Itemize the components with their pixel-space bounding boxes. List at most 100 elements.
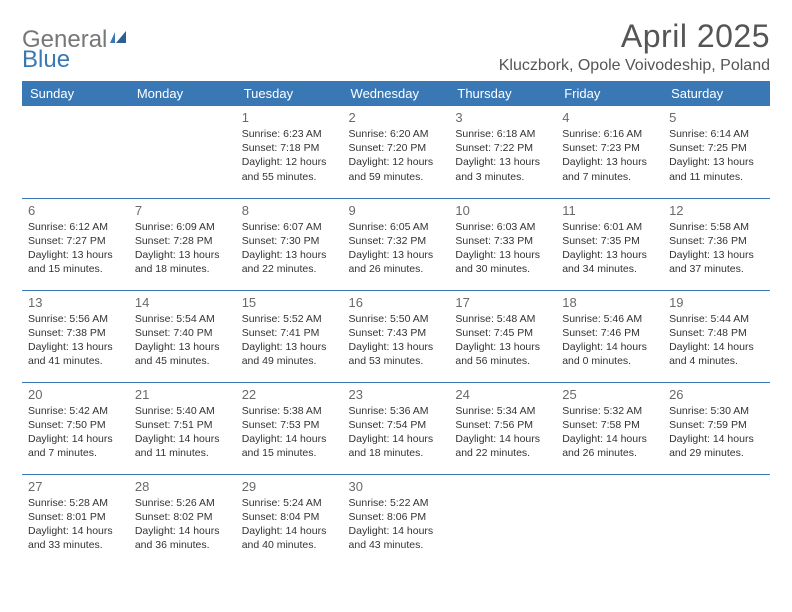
day-number: 16 (349, 295, 444, 310)
calendar-day-cell: 14 Sunrise: 5:54 AMSunset: 7:40 PMDayligh… (129, 290, 236, 382)
day-number: 23 (349, 387, 444, 402)
day-details: Sunrise: 5:54 AMSunset: 7:40 PMDaylight:… (135, 312, 230, 369)
calendar-day-cell: 13 Sunrise: 5:56 AMSunset: 7:38 PMDayligh… (22, 290, 129, 382)
calendar-day-cell: 15Sunrise: 5:52 AMSunset: 7:41 PMDayligh… (236, 290, 343, 382)
calendar-week-row: 1 Sunrise: 6:23 AMSunset: 7:18 PMDaylight… (22, 106, 770, 198)
day-details: Sunrise: 6:16 AMSunset: 7:23 PMDaylight:… (562, 127, 657, 184)
calendar-empty-cell (22, 106, 129, 198)
day-details: Sunrise: 5:34 AMSunset: 7:56 PMDaylight:… (455, 404, 550, 461)
header: General April 2025 Kluczbork, Opole Voiv… (22, 18, 770, 75)
calendar-empty-cell (129, 106, 236, 198)
day-header: Tuesday (236, 81, 343, 106)
location-text: Kluczbork, Opole Voivodeship, Poland (499, 57, 770, 75)
day-details: Sunrise: 6:03 AMSunset: 7:33 PMDaylight:… (455, 220, 550, 277)
day-number: 19 (669, 295, 764, 310)
calendar-day-cell: 6 Sunrise: 6:12 AMSunset: 7:27 PMDaylight… (22, 198, 129, 290)
calendar-day-cell: 23 Sunrise: 5:36 AMSunset: 7:54 PMDayligh… (343, 382, 450, 474)
day-number: 18 (562, 295, 657, 310)
day-details: Sunrise: 6:09 AMSunset: 7:28 PMDaylight:… (135, 220, 230, 277)
day-number: 3 (455, 110, 550, 125)
day-number: 10 (455, 203, 550, 218)
day-details: Sunrise: 5:24 AMSunset: 8:04 PMDaylight:… (242, 496, 337, 553)
day-header: Monday (129, 81, 236, 106)
calendar-day-cell: 18 Sunrise: 5:46 AMSunset: 7:46 PMDayligh… (556, 290, 663, 382)
day-header: Thursday (449, 81, 556, 106)
day-details: Sunrise: 5:48 AMSunset: 7:45 PMDaylight:… (455, 312, 550, 369)
month-title: April 2025 (499, 18, 770, 55)
calendar-day-cell: 20 Sunrise: 5:42 AMSunset: 7:50 PMDayligh… (22, 382, 129, 474)
calendar-empty-cell (663, 474, 770, 566)
day-details: Sunrise: 6:20 AMSunset: 7:20 PMDaylight:… (349, 127, 444, 184)
day-details: Sunrise: 5:36 AMSunset: 7:54 PMDaylight:… (349, 404, 444, 461)
calendar-day-cell: 25 Sunrise: 5:32 AMSunset: 7:58 PMDayligh… (556, 382, 663, 474)
day-header: Friday (556, 81, 663, 106)
calendar-day-cell: 24 Sunrise: 5:34 AMSunset: 7:56 PMDayligh… (449, 382, 556, 474)
logo-flag-icon (109, 26, 131, 54)
day-number: 14 (135, 295, 230, 310)
day-number: 20 (28, 387, 123, 402)
day-details: Sunrise: 5:56 AMSunset: 7:38 PMDaylight:… (28, 312, 123, 369)
day-number: 26 (669, 387, 764, 402)
day-details: Sunrise: 5:42 AMSunset: 7:50 PMDaylight:… (28, 404, 123, 461)
day-details: Sunrise: 5:22 AMSunset: 8:06 PMDaylight:… (349, 496, 444, 553)
calendar-day-cell: 28 Sunrise: 5:26 AMSunset: 8:02 PMDayligh… (129, 474, 236, 566)
calendar-day-cell: 12Sunrise: 5:58 AMSunset: 7:36 PMDayligh… (663, 198, 770, 290)
day-details: Sunrise: 5:32 AMSunset: 7:58 PMDaylight:… (562, 404, 657, 461)
day-number: 9 (349, 203, 444, 218)
day-number: 21 (135, 387, 230, 402)
calendar-day-cell: 29 Sunrise: 5:24 AMSunset: 8:04 PMDayligh… (236, 474, 343, 566)
calendar-empty-cell (556, 474, 663, 566)
calendar-day-cell: 19 Sunrise: 5:44 AMSunset: 7:48 PMDayligh… (663, 290, 770, 382)
day-details: Sunrise: 5:50 AMSunset: 7:43 PMDaylight:… (349, 312, 444, 369)
day-header: Sunday (22, 81, 129, 106)
day-number: 8 (242, 203, 337, 218)
day-details: Sunrise: 5:28 AMSunset: 8:01 PMDaylight:… (28, 496, 123, 553)
calendar-day-cell: 21Sunrise: 5:40 AMSunset: 7:51 PMDayligh… (129, 382, 236, 474)
day-number: 24 (455, 387, 550, 402)
calendar-day-cell: 9 Sunrise: 6:05 AMSunset: 7:32 PMDaylight… (343, 198, 450, 290)
day-number: 2 (349, 110, 444, 125)
calendar-day-cell: 11Sunrise: 6:01 AMSunset: 7:35 PMDayligh… (556, 198, 663, 290)
day-number: 1 (242, 110, 337, 125)
day-number: 5 (669, 110, 764, 125)
day-details: Sunrise: 5:58 AMSunset: 7:36 PMDaylight:… (669, 220, 764, 277)
day-number: 27 (28, 479, 123, 494)
day-number: 30 (349, 479, 444, 494)
calendar-day-cell: 2 Sunrise: 6:20 AMSunset: 7:20 PMDaylight… (343, 106, 450, 198)
day-header: Wednesday (343, 81, 450, 106)
day-number: 22 (242, 387, 337, 402)
calendar-day-cell: 27 Sunrise: 5:28 AMSunset: 8:01 PMDayligh… (22, 474, 129, 566)
calendar-week-row: 27 Sunrise: 5:28 AMSunset: 8:01 PMDayligh… (22, 474, 770, 566)
day-details: Sunrise: 5:44 AMSunset: 7:48 PMDaylight:… (669, 312, 764, 369)
day-number: 25 (562, 387, 657, 402)
logo-text-blue: Blue (22, 46, 70, 74)
day-details: Sunrise: 6:12 AMSunset: 7:27 PMDaylight:… (28, 220, 123, 277)
day-number: 6 (28, 203, 123, 218)
calendar-day-cell: 10 Sunrise: 6:03 AMSunset: 7:33 PMDayligh… (449, 198, 556, 290)
day-details: Sunrise: 6:23 AMSunset: 7:18 PMDaylight:… (242, 127, 337, 184)
day-number: 13 (28, 295, 123, 310)
calendar-week-row: 6 Sunrise: 6:12 AMSunset: 7:27 PMDaylight… (22, 198, 770, 290)
day-details: Sunrise: 5:26 AMSunset: 8:02 PMDaylight:… (135, 496, 230, 553)
calendar-day-cell: 8 Sunrise: 6:07 AMSunset: 7:30 PMDaylight… (236, 198, 343, 290)
day-number: 7 (135, 203, 230, 218)
day-details: Sunrise: 6:07 AMSunset: 7:30 PMDaylight:… (242, 220, 337, 277)
calendar-day-cell: 16 Sunrise: 5:50 AMSunset: 7:43 PMDayligh… (343, 290, 450, 382)
calendar-day-cell: 3Sunrise: 6:18 AMSunset: 7:22 PMDaylight… (449, 106, 556, 198)
day-details: Sunrise: 5:38 AMSunset: 7:53 PMDaylight:… (242, 404, 337, 461)
day-header: Saturday (663, 81, 770, 106)
day-details: Sunrise: 6:01 AMSunset: 7:35 PMDaylight:… (562, 220, 657, 277)
calendar-day-cell: 22 Sunrise: 5:38 AMSunset: 7:53 PMDayligh… (236, 382, 343, 474)
day-details: Sunrise: 5:52 AMSunset: 7:41 PMDaylight:… (242, 312, 337, 369)
day-number: 4 (562, 110, 657, 125)
day-details: Sunrise: 6:14 AMSunset: 7:25 PMDaylight:… (669, 127, 764, 184)
calendar-day-cell: 26Sunrise: 5:30 AMSunset: 7:59 PMDayligh… (663, 382, 770, 474)
day-number: 29 (242, 479, 337, 494)
day-details: Sunrise: 5:46 AMSunset: 7:46 PMDaylight:… (562, 312, 657, 369)
calendar-header-row: SundayMondayTuesdayWednesdayThursdayFrid… (22, 81, 770, 106)
calendar-day-cell: 30 Sunrise: 5:22 AMSunset: 8:06 PMDayligh… (343, 474, 450, 566)
day-number: 28 (135, 479, 230, 494)
calendar-table: SundayMondayTuesdayWednesdayThursdayFrid… (22, 81, 770, 566)
calendar-day-cell: 5 Sunrise: 6:14 AMSunset: 7:25 PMDaylight… (663, 106, 770, 198)
day-details: Sunrise: 6:05 AMSunset: 7:32 PMDaylight:… (349, 220, 444, 277)
